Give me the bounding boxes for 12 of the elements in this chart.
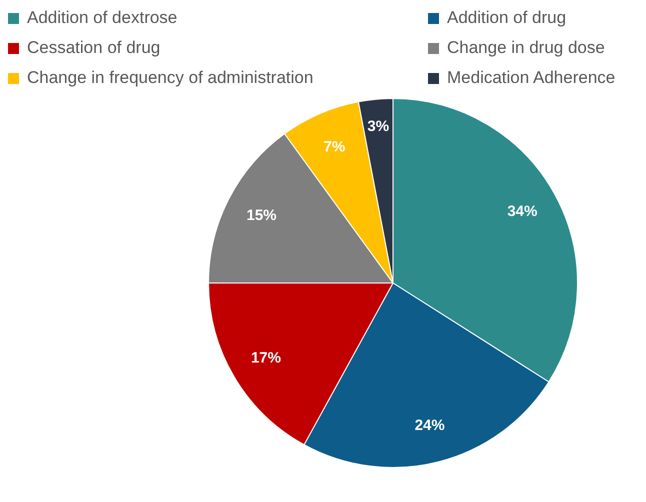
- legend-label: Change in drug dose: [447, 38, 605, 58]
- data-label: 34%: [507, 203, 538, 220]
- data-label: 24%: [414, 417, 445, 434]
- legend-label: Change in frequency of administration: [27, 68, 314, 88]
- data-label: 7%: [324, 138, 346, 156]
- data-label: 17%: [250, 349, 281, 366]
- legend-label: Cessation of drug: [27, 38, 160, 58]
- data-label: 15%: [246, 207, 277, 224]
- data-label: 3%: [367, 118, 390, 136]
- legend-label: Medication Adherence: [447, 68, 616, 88]
- legend-label: Addition of dextrose: [27, 8, 178, 28]
- legend-label: Addition of drug: [447, 8, 566, 28]
